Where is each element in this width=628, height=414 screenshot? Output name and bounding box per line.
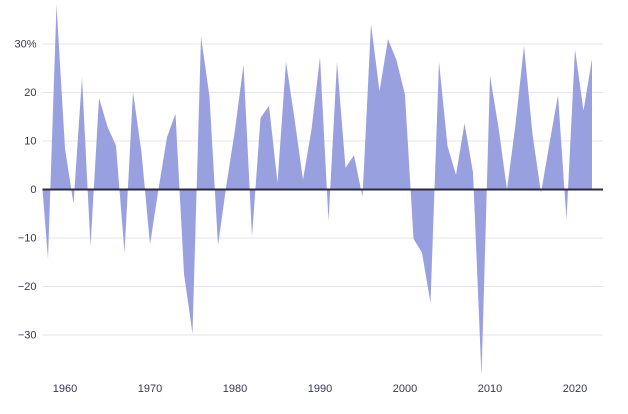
y-tick-label: −10 (18, 233, 37, 245)
y-tick-label: 20 (24, 87, 36, 99)
y-tick-label: −20 (18, 281, 37, 293)
x-tick-label: 1960 (53, 383, 77, 395)
x-tick-label: 2000 (393, 383, 417, 395)
x-tick-label: 1990 (308, 383, 332, 395)
x-tick-label: 2010 (478, 383, 502, 395)
y-tick-label: 0 (30, 184, 36, 196)
y-tick-label: 30% (14, 39, 36, 51)
y-tick-label: 10 (24, 136, 36, 148)
y-tick-label: −30 (18, 330, 37, 342)
x-tick-label: 2020 (563, 383, 587, 395)
area-series (42, 4, 592, 377)
x-tick-label: 1970 (138, 383, 162, 395)
x-tick-label: 1980 (223, 383, 247, 395)
